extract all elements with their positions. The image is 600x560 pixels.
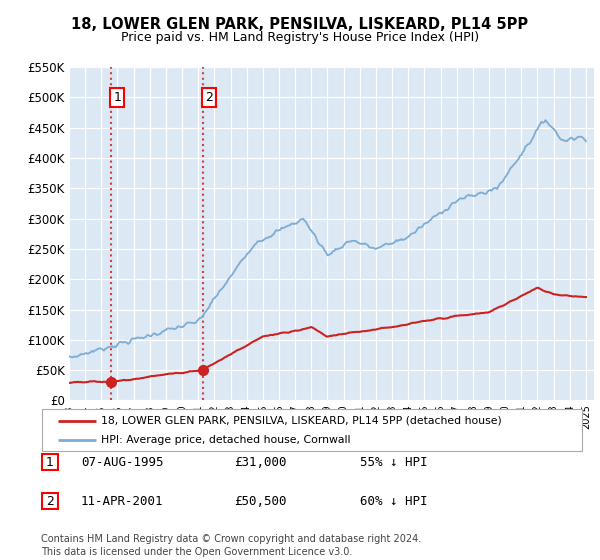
Text: 07-AUG-1995: 07-AUG-1995: [81, 455, 163, 469]
Text: 2: 2: [205, 91, 213, 104]
Text: 18, LOWER GLEN PARK, PENSILVA, LISKEARD, PL14 5PP: 18, LOWER GLEN PARK, PENSILVA, LISKEARD,…: [71, 17, 529, 32]
Text: 55% ↓ HPI: 55% ↓ HPI: [360, 455, 427, 469]
Bar: [111, 67, 203, 400]
Text: 1: 1: [113, 91, 121, 104]
Text: 60% ↓ HPI: 60% ↓ HPI: [360, 494, 427, 508]
Text: Price paid vs. HM Land Registry's House Price Index (HPI): Price paid vs. HM Land Registry's House …: [121, 31, 479, 44]
Text: Contains HM Land Registry data © Crown copyright and database right 2024.
This d: Contains HM Land Registry data © Crown c…: [41, 534, 421, 557]
Text: £31,000: £31,000: [234, 455, 287, 469]
Text: £50,500: £50,500: [234, 494, 287, 508]
Text: 18, LOWER GLEN PARK, PENSILVA, LISKEARD, PL14 5PP (detached house): 18, LOWER GLEN PARK, PENSILVA, LISKEARD,…: [101, 416, 502, 426]
Text: 11-APR-2001: 11-APR-2001: [81, 494, 163, 508]
Text: 2: 2: [46, 494, 54, 508]
Text: HPI: Average price, detached house, Cornwall: HPI: Average price, detached house, Corn…: [101, 435, 351, 445]
Text: 1: 1: [46, 455, 54, 469]
